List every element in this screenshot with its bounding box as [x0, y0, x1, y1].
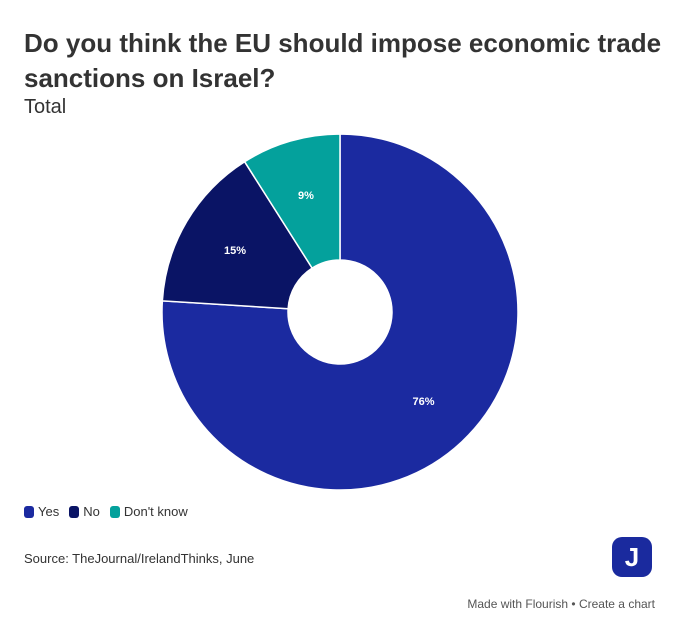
chart-subtitle: Total [24, 96, 67, 118]
legend-item-yes[interactable]: Yes [24, 504, 59, 519]
legend-item-no[interactable]: No [69, 504, 100, 519]
footer-separator: • [568, 597, 579, 611]
legend-swatch-yes [24, 505, 34, 518]
legend-label-yes: Yes [38, 504, 60, 519]
legend: Yes No Don't know [24, 504, 188, 519]
create-chart-link[interactable]: Create a chart [578, 597, 655, 611]
legend-swatch-no [69, 505, 80, 518]
source-note: Source: TheJournal/IrelandThinks, June [24, 551, 255, 566]
slice-label-don-t-know: 9% [298, 190, 314, 202]
legend-label-no: No [83, 504, 100, 519]
made-with-flourish-link[interactable]: Made with Flourish [467, 597, 569, 611]
slice-don-t-know[interactable] [243, 133, 341, 270]
legend-item-dont-know[interactable]: Don't know [109, 504, 188, 519]
logo-letter: J [624, 542, 640, 572]
legend-swatch-dont-know [109, 505, 120, 518]
slice-label-no: 15% [224, 245, 246, 257]
donut-slices [161, 133, 519, 491]
footer: Made with Flourish • Create a chart [467, 597, 655, 611]
legend-label-dont-know: Don't know [123, 504, 188, 519]
thejournal-logo-icon[interactable]: J [612, 537, 652, 577]
donut-labels: 76% 15% 9% [224, 190, 435, 408]
chart-title: Do you think the EU should impose econom… [24, 28, 662, 93]
slice-yes[interactable] [161, 133, 519, 491]
slice-no[interactable] [161, 160, 314, 310]
slice-label-yes: 76% [412, 396, 434, 408]
